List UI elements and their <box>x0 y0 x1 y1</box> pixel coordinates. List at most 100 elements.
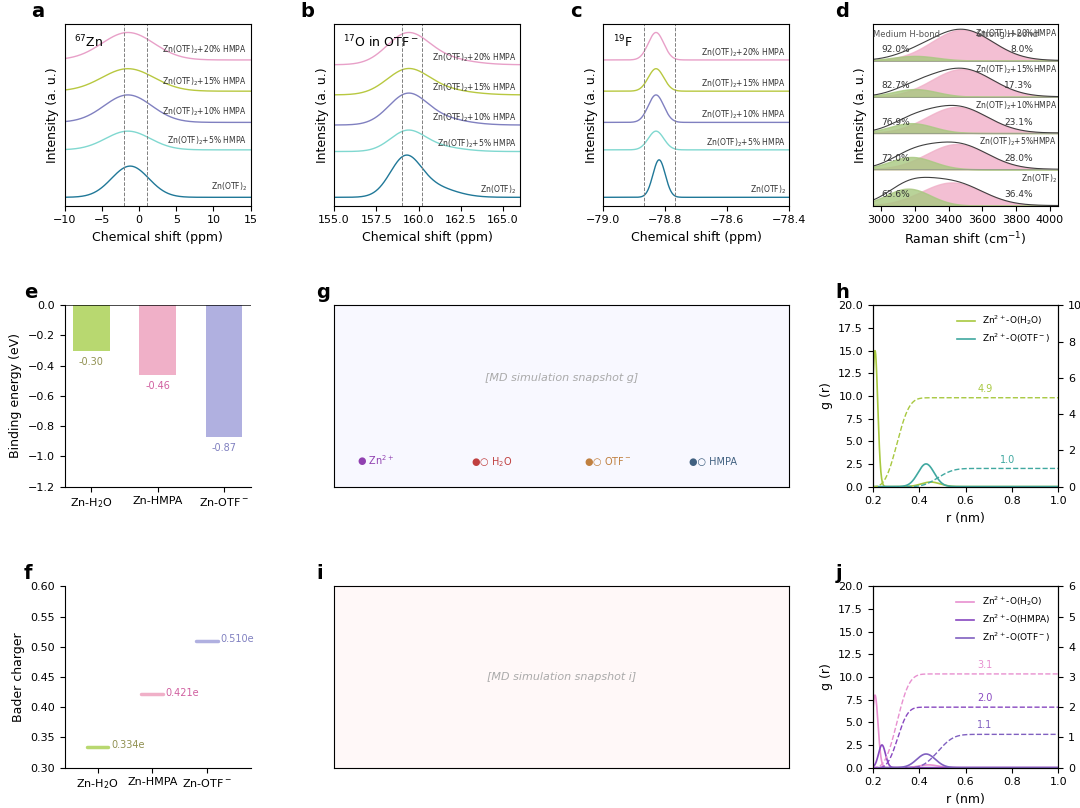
Zn$^{2+}$-O(H$_2$O) <box>868 346 881 356</box>
Text: $^{19}$F: $^{19}$F <box>612 33 633 50</box>
Y-axis label: Intensity (a. u.): Intensity (a. u.) <box>46 67 59 162</box>
Text: 1.1: 1.1 <box>977 720 993 730</box>
Zn$^{2+}$-O(H$_2$O) <box>1052 482 1065 491</box>
Zn$^{2+}$-O(H$_2$O) <box>967 482 980 491</box>
Text: 63.6%: 63.6% <box>881 190 909 199</box>
Zn$^{2+}$-O(HMPA) <box>876 740 889 750</box>
Zn$^{2+}$-O(OTF$^-$) <box>955 482 968 491</box>
Zn$^{2+}$-O(HMPA) <box>866 762 879 772</box>
Text: Zn(OTF)$_2$+15% HMPA: Zn(OTF)$_2$+15% HMPA <box>162 75 247 88</box>
Zn$^{2+}$-O(H$_2$O) <box>956 482 969 491</box>
Text: Zn(OTF)$_2$+10% HMPA: Zn(OTF)$_2$+10% HMPA <box>432 112 516 124</box>
Zn$^{2+}$-O(OTF$^-$) <box>919 749 932 759</box>
Zn$^{2+}$-O(H$_2$O) <box>977 763 990 772</box>
Text: a: a <box>31 2 44 21</box>
Line: Zn$^{2+}$-O(HMPA): Zn$^{2+}$-O(HMPA) <box>873 745 1058 768</box>
Text: 0.421e: 0.421e <box>166 688 200 697</box>
Line: Zn$^{2+}$-O(H$_2$O): Zn$^{2+}$-O(H$_2$O) <box>873 351 1058 486</box>
Text: j: j <box>836 564 842 583</box>
Legend: Zn$^{2+}$-O(H$_2$O), Zn$^{2+}$-O(HMPA), Zn$^{2+}$-O(OTF$^-$): Zn$^{2+}$-O(H$_2$O), Zn$^{2+}$-O(HMPA), … <box>953 591 1054 648</box>
Bar <box>205 305 242 436</box>
Y-axis label: g (r): g (r) <box>820 382 833 410</box>
Zn$^{2+}$-O(HMPA) <box>1052 763 1065 772</box>
Text: Zn(OTF)$_2$+20% HMPA: Zn(OTF)$_2$+20% HMPA <box>701 46 786 59</box>
Text: Zn(OTF)$_2$+5% HMPA: Zn(OTF)$_2$+5% HMPA <box>436 138 516 150</box>
Y-axis label: g (r): g (r) <box>820 663 833 690</box>
Zn$^{2+}$-O(H$_2$O) <box>1052 763 1065 772</box>
Zn$^{2+}$-O(OTF$^-$) <box>1052 763 1065 772</box>
Bar <box>73 305 110 351</box>
Y-axis label: Intensity (a. u.): Intensity (a. u.) <box>315 67 328 162</box>
Zn$^{2+}$-O(H$_2$O) <box>955 763 968 772</box>
Zn$^{2+}$-O(H$_2$O) <box>866 385 879 395</box>
Zn$^{2+}$-O(H$_2$O) <box>977 482 990 491</box>
Zn$^{2+}$-O(OTF$^-$) <box>956 763 969 772</box>
Text: 1.0: 1.0 <box>1000 455 1015 465</box>
Zn$^{2+}$-O(HMPA) <box>1010 763 1023 772</box>
Text: Zn(OTF)$_2$: Zn(OTF)$_2$ <box>1021 172 1056 185</box>
Text: Strong H-bond: Strong H-bond <box>977 30 1038 39</box>
Text: ●○ HMPA: ●○ HMPA <box>689 457 737 467</box>
Text: 4.9: 4.9 <box>977 385 993 394</box>
Text: Zn(OTF)$_2$+15%HMPA: Zn(OTF)$_2$+15%HMPA <box>974 63 1056 76</box>
X-axis label: Chemical shift (ppm): Chemical shift (ppm) <box>92 231 224 244</box>
Zn$^{2+}$-O(HMPA) <box>956 763 969 772</box>
Zn$^{2+}$-O(H$_2$O) <box>955 482 968 491</box>
Legend: Zn$^{2+}$-O(H$_2$O), Zn$^{2+}$-O(OTF$^-$): Zn$^{2+}$-O(H$_2$O), Zn$^{2+}$-O(OTF$^-$… <box>953 309 1054 349</box>
Text: Zn(OTF)$_2$+10% HMPA: Zn(OTF)$_2$+10% HMPA <box>162 106 247 119</box>
Text: Zn(OTF)$_2$+5% HMPA: Zn(OTF)$_2$+5% HMPA <box>706 136 786 149</box>
Text: $^{17}$O in OTF$^-$: $^{17}$O in OTF$^-$ <box>343 33 419 50</box>
Text: Zn(OTF)$_2$: Zn(OTF)$_2$ <box>750 183 786 196</box>
Text: 2.0: 2.0 <box>977 693 993 703</box>
Text: Zn(OTF)$_2$+5% HMPA: Zn(OTF)$_2$+5% HMPA <box>167 134 247 147</box>
Text: Zn(OTF)$_2$: Zn(OTF)$_2$ <box>211 180 247 193</box>
Text: 28.0%: 28.0% <box>1004 154 1034 163</box>
Text: -0.30: -0.30 <box>79 356 104 367</box>
Zn$^{2+}$-O(OTF$^-$) <box>1048 763 1061 772</box>
Text: 0.510e: 0.510e <box>220 633 254 644</box>
Zn$^{2+}$-O(OTF$^-$) <box>1018 763 1031 772</box>
Zn$^{2+}$-O(OTF$^-$) <box>977 763 990 772</box>
Zn$^{2+}$-O(HMPA) <box>977 763 990 772</box>
Zn$^{2+}$-O(OTF$^-$) <box>1052 482 1065 491</box>
Text: -0.46: -0.46 <box>145 381 170 391</box>
Text: 23.1%: 23.1% <box>1004 118 1034 127</box>
Text: 92.0%: 92.0% <box>881 45 909 54</box>
Text: 3.1: 3.1 <box>977 660 993 670</box>
Text: 82.7%: 82.7% <box>881 82 909 90</box>
Text: 72.0%: 72.0% <box>881 154 909 163</box>
Text: 8.0%: 8.0% <box>1010 45 1034 54</box>
Text: Zn(OTF)$_2$+20% HMPA: Zn(OTF)$_2$+20% HMPA <box>432 51 516 64</box>
Zn$^{2+}$-O(HMPA) <box>955 763 968 772</box>
Text: [MD simulation snapshot g]: [MD simulation snapshot g] <box>485 372 638 383</box>
Text: -0.87: -0.87 <box>212 443 237 452</box>
Zn$^{2+}$-O(H$_2$O) <box>1018 482 1031 491</box>
Y-axis label: Intensity (a. u.): Intensity (a. u.) <box>854 67 867 162</box>
Text: b: b <box>300 2 314 21</box>
Text: Zn(OTF)$_2$+20% HMPA: Zn(OTF)$_2$+20% HMPA <box>162 44 247 56</box>
Zn$^{2+}$-O(HMPA) <box>1049 763 1062 772</box>
Text: Zn(OTF)$_2$+5%HMPA: Zn(OTF)$_2$+5%HMPA <box>980 136 1056 149</box>
Line: Zn$^{2+}$-O(OTF$^-$): Zn$^{2+}$-O(OTF$^-$) <box>873 464 1058 486</box>
Text: Zn(OTF)$_2$+15% HMPA: Zn(OTF)$_2$+15% HMPA <box>701 78 786 90</box>
Text: d: d <box>836 2 849 21</box>
Zn$^{2+}$-O(H$_2$O) <box>866 709 879 718</box>
Text: $^{67}$Zn: $^{67}$Zn <box>75 33 103 50</box>
Zn$^{2+}$-O(H$_2$O) <box>956 763 969 772</box>
Text: Zn(OTF)$_2$+10%HMPA: Zn(OTF)$_2$+10%HMPA <box>974 99 1056 112</box>
X-axis label: Chemical shift (ppm): Chemical shift (ppm) <box>631 231 761 244</box>
Zn$^{2+}$-O(OTF$^-$) <box>1018 482 1031 491</box>
Zn$^{2+}$-O(OTF$^-$) <box>967 763 980 772</box>
X-axis label: r (nm): r (nm) <box>946 793 985 806</box>
Text: ●○ H$_2$O: ●○ H$_2$O <box>471 455 512 469</box>
Zn$^{2+}$-O(OTF$^-$) <box>977 482 990 491</box>
Zn$^{2+}$-O(HMPA) <box>1020 763 1032 772</box>
Line: Zn$^{2+}$-O(OTF$^-$): Zn$^{2+}$-O(OTF$^-$) <box>873 754 1058 768</box>
Text: Zn(OTF)$_2$+20%HMPA: Zn(OTF)$_2$+20%HMPA <box>974 27 1056 40</box>
Text: 76.9%: 76.9% <box>881 118 909 127</box>
Text: Zn(OTF)$_2$: Zn(OTF)$_2$ <box>481 183 516 196</box>
Y-axis label: Intensity (a. u.): Intensity (a. u.) <box>585 67 598 162</box>
Y-axis label: Binding energy (eV): Binding energy (eV) <box>10 334 23 458</box>
Zn$^{2+}$-O(OTF$^-$) <box>956 482 969 491</box>
Text: 0.334e: 0.334e <box>111 740 145 751</box>
